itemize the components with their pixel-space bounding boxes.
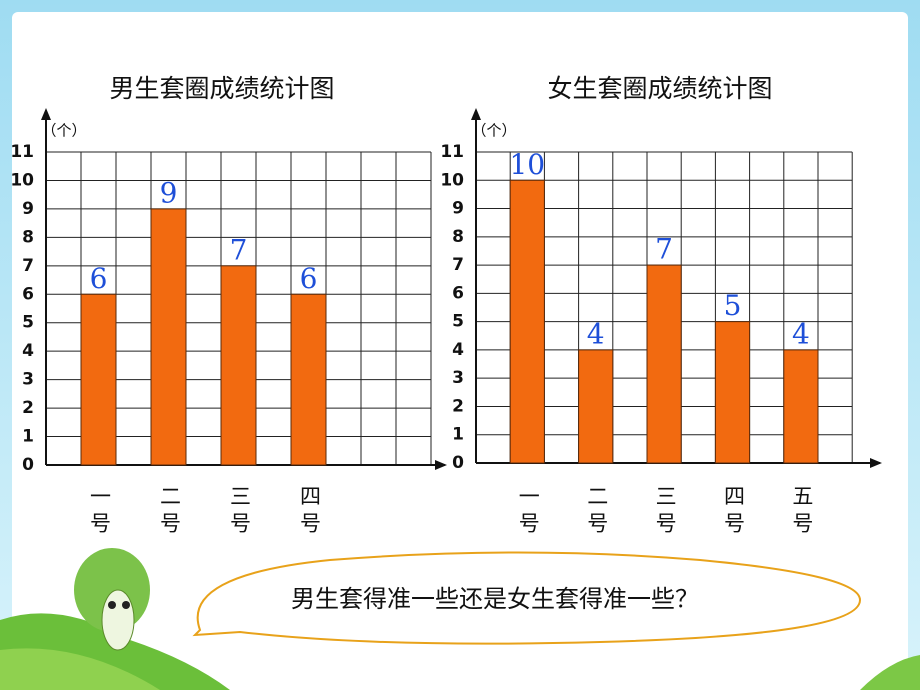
y-tick-label: 3: [22, 370, 34, 390]
y-tick-label: 11: [10, 142, 34, 162]
y-tick-label: 0: [452, 453, 464, 473]
data-label: 7: [655, 233, 673, 266]
x-arrow: [435, 460, 447, 470]
y-tick-label: 9: [22, 199, 34, 219]
y-tick-label: 1: [22, 427, 34, 447]
mascot: [74, 548, 150, 651]
y-tick-label: 7: [22, 256, 34, 276]
data-label: 6: [90, 262, 108, 295]
y-tick-label: 10: [10, 170, 34, 190]
y-axis-label: （个）: [471, 122, 516, 140]
y-tick-label: 5: [452, 312, 464, 332]
y-arrow: [471, 108, 481, 120]
y-tick-label: 10: [440, 170, 464, 190]
y-tick-label: 4: [452, 340, 464, 360]
y-tick-label: 6: [452, 283, 464, 303]
y-tick-label: 4: [22, 341, 34, 361]
x-tick-label: 三号: [653, 485, 677, 539]
y-tick-label: 2: [22, 398, 34, 418]
x-tick-label: 二号: [158, 485, 182, 539]
y-axis-label: （个）: [41, 122, 86, 140]
y-tick-label: 11: [440, 142, 464, 162]
x-tick-label: 一号: [88, 485, 112, 539]
bar: [150, 208, 187, 466]
x-tick-label: 三号: [228, 485, 252, 539]
data-label: 9: [160, 176, 178, 209]
y-tick-label: 7: [452, 255, 464, 275]
bar: [714, 321, 751, 464]
y-tick-label: 0: [22, 455, 34, 475]
chart-title: 女生套圈成绩统计图: [547, 74, 772, 103]
y-tick-label: 1: [452, 425, 464, 445]
data-label: 4: [587, 317, 605, 350]
bar: [290, 293, 327, 466]
x-tick-label: 四号: [722, 485, 746, 539]
question: 男生套得准一些还是女生套得准一些？: [291, 585, 699, 613]
bar: [783, 349, 819, 464]
bar: [220, 265, 257, 466]
y-tick-label: 9: [452, 199, 464, 219]
y-tick-label: 6: [22, 284, 34, 304]
y-tick-label: 2: [452, 396, 464, 416]
y-arrow: [41, 108, 51, 120]
data-label: 7: [230, 233, 248, 266]
data-label: 6: [300, 262, 318, 295]
bar: [646, 264, 682, 464]
y-tick-label: 5: [22, 313, 34, 333]
x-tick-label: 五号: [790, 485, 814, 539]
bar: [80, 293, 117, 466]
bar: [509, 179, 545, 464]
hill: [860, 655, 920, 690]
x-tick-label: 四号: [298, 485, 322, 539]
y-tick-label: 8: [452, 227, 464, 247]
speech-bubble: [192, 551, 862, 645]
x-arrow: [870, 458, 882, 468]
bar: [578, 349, 614, 464]
y-tick-label: 3: [452, 368, 464, 388]
x-tick-label: 一号: [516, 485, 540, 539]
card: [12, 12, 908, 690]
data-label: 10: [509, 148, 545, 181]
chart-title: 男生套圈成绩统计图: [109, 74, 334, 103]
data-label: 4: [792, 317, 810, 350]
y-tick-label: 8: [22, 227, 34, 247]
hill: [0, 648, 160, 690]
x-tick-label: 二号: [585, 485, 609, 539]
data-label: 5: [724, 289, 742, 322]
